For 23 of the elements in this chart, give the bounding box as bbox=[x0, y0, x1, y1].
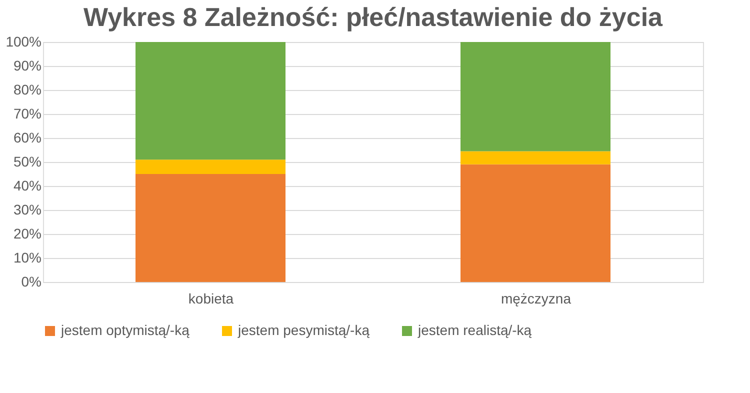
y-tick-label: 20% bbox=[13, 226, 42, 242]
y-tick-label: 100% bbox=[6, 34, 42, 50]
legend-label: jestem optymistą/-ką bbox=[60, 322, 190, 338]
bar bbox=[136, 42, 286, 160]
bar bbox=[136, 160, 286, 174]
y-tick-label: 50% bbox=[13, 154, 42, 170]
bar bbox=[460, 151, 610, 164]
bar bbox=[460, 42, 610, 152]
x-tick-label: kobieta bbox=[188, 290, 234, 306]
y-tick-label: 30% bbox=[13, 202, 42, 218]
chart-title: Wykres 8 Zależność: płeć/nastawienie do życia bbox=[84, 2, 664, 32]
legend-label: jestem realistą/-ką bbox=[417, 322, 532, 338]
y-tick-label: 60% bbox=[13, 130, 42, 146]
legend-label: jestem pesymistą/-ką bbox=[237, 322, 370, 338]
y-tick-label: 70% bbox=[13, 106, 42, 122]
bar bbox=[460, 164, 610, 282]
y-tick-label: 0% bbox=[21, 274, 42, 290]
x-tick-label: mężczyzna bbox=[500, 290, 572, 306]
bar bbox=[136, 174, 286, 282]
y-tick-label: 80% bbox=[13, 82, 42, 98]
y-tick-label: 10% bbox=[13, 250, 42, 266]
y-tick-label: 90% bbox=[13, 58, 42, 74]
y-tick-label: 40% bbox=[13, 178, 42, 194]
